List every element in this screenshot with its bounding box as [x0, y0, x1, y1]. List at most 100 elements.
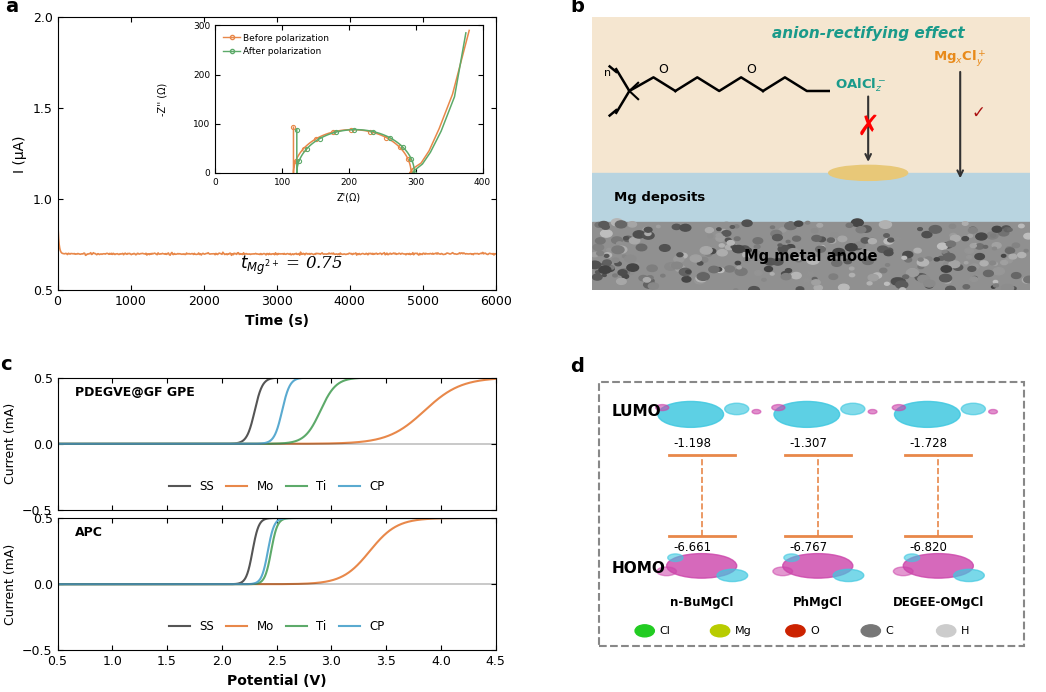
- Circle shape: [871, 254, 874, 256]
- Circle shape: [909, 268, 916, 273]
- Circle shape: [778, 244, 782, 246]
- Circle shape: [986, 232, 998, 239]
- Circle shape: [786, 268, 792, 273]
- Circle shape: [686, 270, 690, 273]
- Circle shape: [951, 235, 960, 242]
- Circle shape: [805, 221, 810, 224]
- Ellipse shape: [904, 554, 974, 578]
- Circle shape: [938, 256, 945, 260]
- Circle shape: [942, 251, 947, 253]
- Text: DEGEE-OMgCl: DEGEE-OMgCl: [892, 597, 984, 609]
- Circle shape: [612, 246, 624, 253]
- Circle shape: [1005, 258, 1013, 263]
- Circle shape: [680, 224, 690, 231]
- Circle shape: [864, 253, 871, 257]
- Circle shape: [705, 228, 713, 233]
- Circle shape: [943, 253, 955, 261]
- Y-axis label: Current (mA): Current (mA): [3, 544, 17, 625]
- Circle shape: [754, 245, 760, 248]
- Circle shape: [677, 253, 683, 257]
- Ellipse shape: [725, 403, 749, 415]
- Circle shape: [784, 222, 796, 230]
- Circle shape: [771, 230, 781, 237]
- Circle shape: [770, 273, 774, 275]
- Circle shape: [670, 263, 677, 267]
- Circle shape: [962, 221, 968, 226]
- Circle shape: [643, 281, 655, 289]
- Circle shape: [962, 237, 969, 241]
- Circle shape: [831, 233, 839, 237]
- Circle shape: [886, 248, 892, 253]
- Circle shape: [741, 246, 749, 251]
- Circle shape: [676, 266, 685, 272]
- Text: LUMO: LUMO: [612, 404, 661, 419]
- Circle shape: [953, 264, 962, 271]
- Circle shape: [973, 277, 977, 280]
- Text: a: a: [5, 0, 18, 16]
- Circle shape: [743, 252, 753, 258]
- Circle shape: [914, 248, 922, 253]
- Circle shape: [812, 228, 818, 233]
- Circle shape: [1019, 224, 1024, 228]
- Circle shape: [605, 255, 609, 257]
- Circle shape: [623, 237, 629, 239]
- Circle shape: [649, 283, 658, 289]
- Circle shape: [725, 238, 731, 242]
- Circle shape: [856, 227, 866, 233]
- Circle shape: [942, 251, 950, 255]
- Circle shape: [794, 221, 802, 226]
- X-axis label: Potential (V): Potential (V): [227, 674, 326, 688]
- Circle shape: [924, 280, 935, 287]
- Circle shape: [634, 263, 639, 266]
- Ellipse shape: [772, 405, 784, 410]
- Circle shape: [715, 268, 722, 271]
- Text: -1.198: -1.198: [674, 437, 711, 450]
- Ellipse shape: [892, 405, 906, 410]
- Circle shape: [615, 262, 621, 266]
- Bar: [592, 173, 1030, 222]
- Circle shape: [900, 288, 906, 291]
- Circle shape: [781, 272, 789, 276]
- Circle shape: [907, 269, 918, 277]
- Circle shape: [975, 244, 983, 249]
- Circle shape: [618, 270, 627, 275]
- Text: ✓: ✓: [971, 104, 985, 122]
- Circle shape: [849, 273, 855, 277]
- Circle shape: [864, 251, 871, 256]
- Circle shape: [975, 253, 984, 260]
- Circle shape: [717, 268, 724, 273]
- Circle shape: [953, 262, 959, 266]
- Ellipse shape: [657, 567, 677, 576]
- Circle shape: [744, 257, 750, 262]
- Circle shape: [696, 275, 707, 282]
- Circle shape: [849, 267, 854, 270]
- Circle shape: [937, 243, 948, 249]
- Circle shape: [903, 251, 913, 257]
- Ellipse shape: [961, 403, 985, 415]
- Circle shape: [964, 262, 968, 264]
- Circle shape: [868, 276, 872, 279]
- Circle shape: [589, 261, 600, 268]
- Circle shape: [1011, 287, 1016, 290]
- Text: HOMO: HOMO: [612, 561, 665, 576]
- Ellipse shape: [658, 401, 724, 428]
- Circle shape: [863, 257, 873, 264]
- Circle shape: [846, 224, 852, 228]
- Circle shape: [917, 228, 923, 230]
- Circle shape: [1009, 254, 1017, 259]
- Circle shape: [839, 284, 849, 291]
- Circle shape: [918, 258, 924, 261]
- Circle shape: [717, 234, 722, 237]
- Text: Cl: Cl: [659, 626, 670, 636]
- Text: APC: APC: [75, 526, 103, 539]
- Circle shape: [672, 262, 682, 269]
- Circle shape: [606, 266, 614, 271]
- Circle shape: [717, 228, 721, 230]
- Circle shape: [856, 242, 865, 248]
- Circle shape: [867, 282, 872, 285]
- Circle shape: [844, 259, 851, 264]
- Circle shape: [1002, 226, 1010, 231]
- Text: $t_{Mg^{2+}}$ = 0.75: $t_{Mg^{2+}}$ = 0.75: [240, 254, 343, 277]
- Circle shape: [601, 264, 605, 266]
- Text: -1.728: -1.728: [910, 437, 948, 450]
